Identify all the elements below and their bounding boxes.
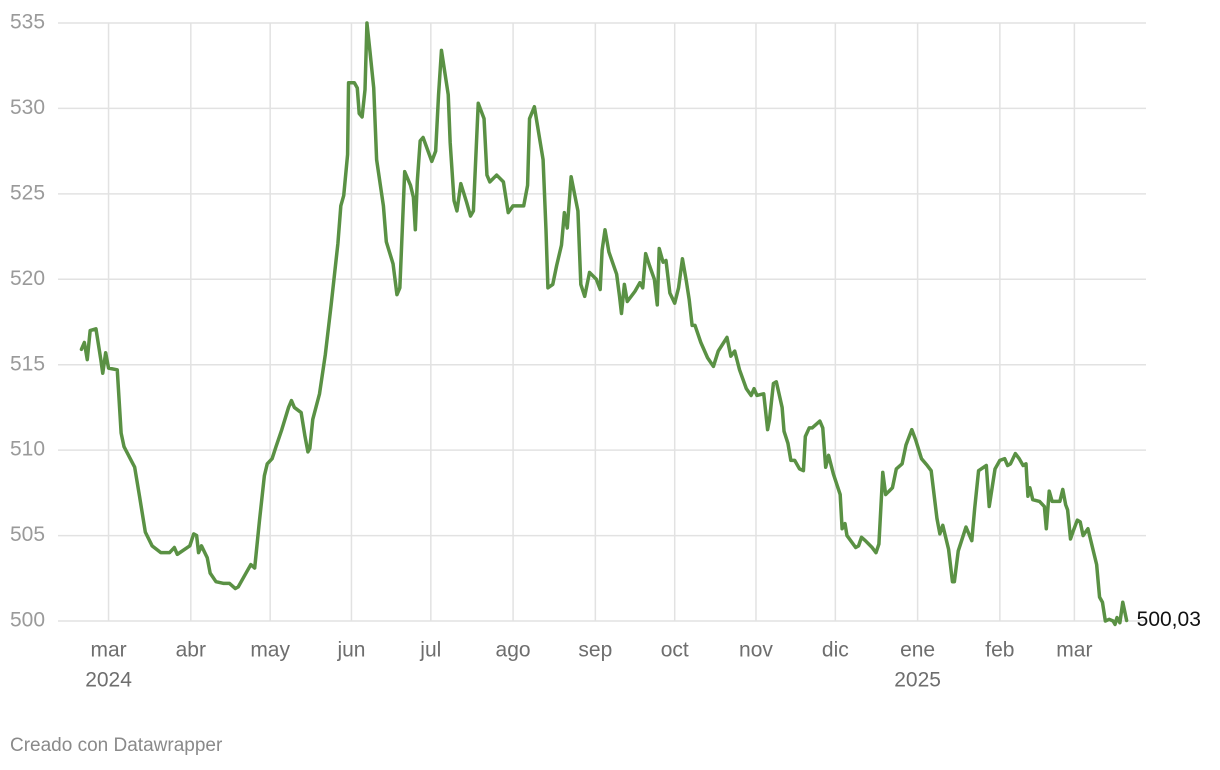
y-tick-label: 520	[10, 267, 45, 290]
x-tick-label: may	[250, 639, 290, 662]
x-tick-label: jul	[419, 639, 441, 662]
x-tick-label: feb	[985, 639, 1014, 662]
y-tick-label: 510	[10, 438, 45, 461]
x-tick-label: dic	[822, 639, 849, 662]
value-label: 500,03	[1137, 608, 1201, 631]
x-tick-label: ene	[900, 639, 935, 662]
y-tick-label: 525	[10, 181, 45, 204]
y-tick-label: 535	[10, 11, 45, 34]
x-tick-label: mar	[90, 639, 126, 662]
x-tick-label: mar	[1056, 639, 1092, 662]
x-tick-label: jun	[336, 639, 365, 662]
footer: Creado con Datawrapper	[10, 735, 223, 756]
y-tick-label: 515	[10, 352, 45, 375]
y-tick-label: 505	[10, 523, 45, 546]
line	[79, 21, 1129, 627]
x-year-label: 2024	[85, 669, 132, 692]
y-tick-label: 500	[10, 609, 45, 632]
x-year-label: 2025	[894, 669, 941, 692]
x-tick-label: oct	[661, 639, 689, 662]
x-tick-label: sep	[578, 639, 612, 662]
x-tick-label: nov	[739, 639, 773, 662]
x-tick-label: abr	[176, 639, 206, 662]
x-tick-label: ago	[496, 639, 531, 662]
y-tick-label: 530	[10, 96, 45, 119]
